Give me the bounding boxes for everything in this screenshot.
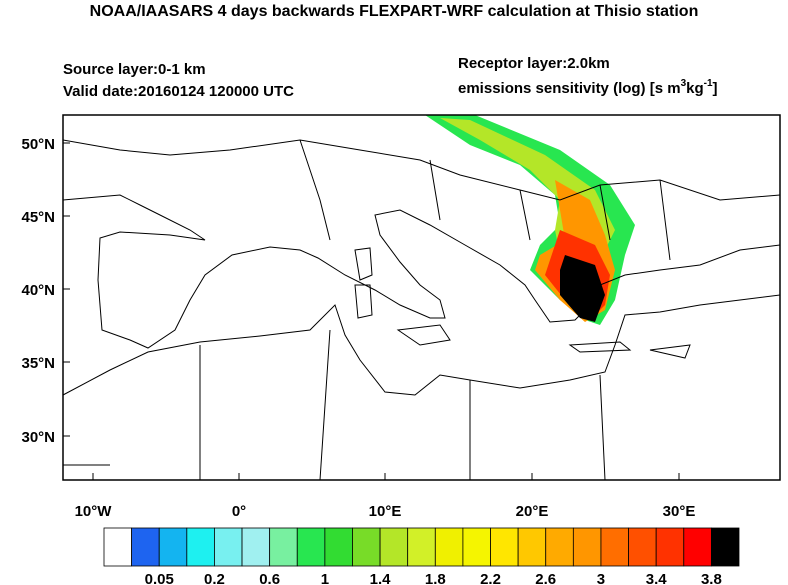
colorbar-label: 2.2 — [480, 571, 501, 585]
lon-label: 30°E — [663, 503, 696, 520]
units-label: emissions sensitivity (log) [s m3kg-1] — [458, 78, 718, 97]
source-layer: Source layer:0-1 km — [63, 61, 206, 78]
colorbar-swatch — [600, 527, 629, 567]
map-axes: 50°N 45°N 40°N 35°N 30°N 10°W 0° 10°E 20°E 30°E — [21, 136, 695, 520]
lat-label: 30°N — [21, 429, 55, 446]
colorbar-swatch — [545, 527, 574, 567]
colorbar-swatch — [186, 527, 215, 567]
lon-label: 10°W — [75, 503, 113, 520]
lon-label: 20°E — [516, 503, 549, 520]
colorbar-label: 0.6 — [259, 571, 280, 585]
colorbar-swatch — [379, 527, 409, 567]
colorbar-label: 1.8 — [425, 571, 446, 585]
colorbar-label: 0.2 — [204, 571, 225, 585]
colorbar-swatch — [434, 527, 464, 567]
colorbar-label: 3.8 — [701, 571, 722, 585]
coastline — [63, 294, 780, 396]
valid-date: Valid date:20160124 120000 UTC — [63, 83, 294, 100]
colorbar-label: 2.6 — [535, 571, 556, 585]
colorbar-swatch — [103, 527, 133, 567]
colorbar-swatch — [352, 527, 381, 567]
lat-label: 40°N — [21, 282, 55, 299]
coastline — [63, 194, 780, 349]
colorbar: 0.05 0.2 0.6 1 1.4 1.8 2.2 2.6 3 3.4 3.8 — [103, 527, 740, 585]
units-sup: -1 — [704, 78, 713, 89]
colorbar-swatch — [324, 527, 353, 567]
colorbar-swatch — [131, 527, 160, 567]
units-text: ] — [713, 80, 718, 97]
plume — [560, 255, 605, 322]
units-text: emissions sensitivity (log) [s m — [458, 80, 681, 97]
colorbar-swatch — [407, 527, 436, 567]
colorbar-swatch — [517, 527, 547, 567]
lat-label: 50°N — [21, 136, 55, 153]
border — [63, 139, 780, 480]
lat-label: 45°N — [21, 209, 55, 226]
colorbar-swatch — [628, 527, 657, 567]
colorbar-swatch — [462, 527, 491, 567]
units-sup: 3 — [681, 78, 687, 89]
colorbar-swatch — [655, 527, 685, 567]
colorbar-swatch — [490, 527, 519, 567]
colorbar-swatch — [241, 527, 271, 567]
map-area — [62, 114, 781, 481]
colorbar-swatch — [710, 527, 740, 567]
receptor-layer: Receptor layer:2.0km — [458, 55, 610, 72]
colorbar-swatch — [296, 527, 326, 567]
units-text: kg — [686, 80, 704, 97]
colorbar-label: 1 — [321, 571, 329, 585]
lon-label: 0° — [232, 503, 246, 520]
colorbar-label: 3.4 — [646, 571, 668, 585]
colorbar-swatch — [214, 527, 243, 567]
title: NOAA/IAASARS 4 days backwards FLEXPART-W… — [90, 3, 699, 20]
island — [354, 247, 691, 359]
colorbar-label: 0.05 — [145, 571, 174, 585]
lon-label: 10°E — [369, 503, 402, 520]
colorbar-label: 3 — [597, 571, 605, 585]
colorbar-swatch — [269, 527, 298, 567]
colorbar-swatch — [572, 527, 602, 567]
colorbar-label: 1.4 — [370, 571, 392, 585]
lat-label: 35°N — [21, 355, 55, 372]
map-frame — [62, 114, 781, 481]
colorbar-swatch — [683, 527, 712, 567]
colorbar-swatch — [158, 527, 188, 567]
